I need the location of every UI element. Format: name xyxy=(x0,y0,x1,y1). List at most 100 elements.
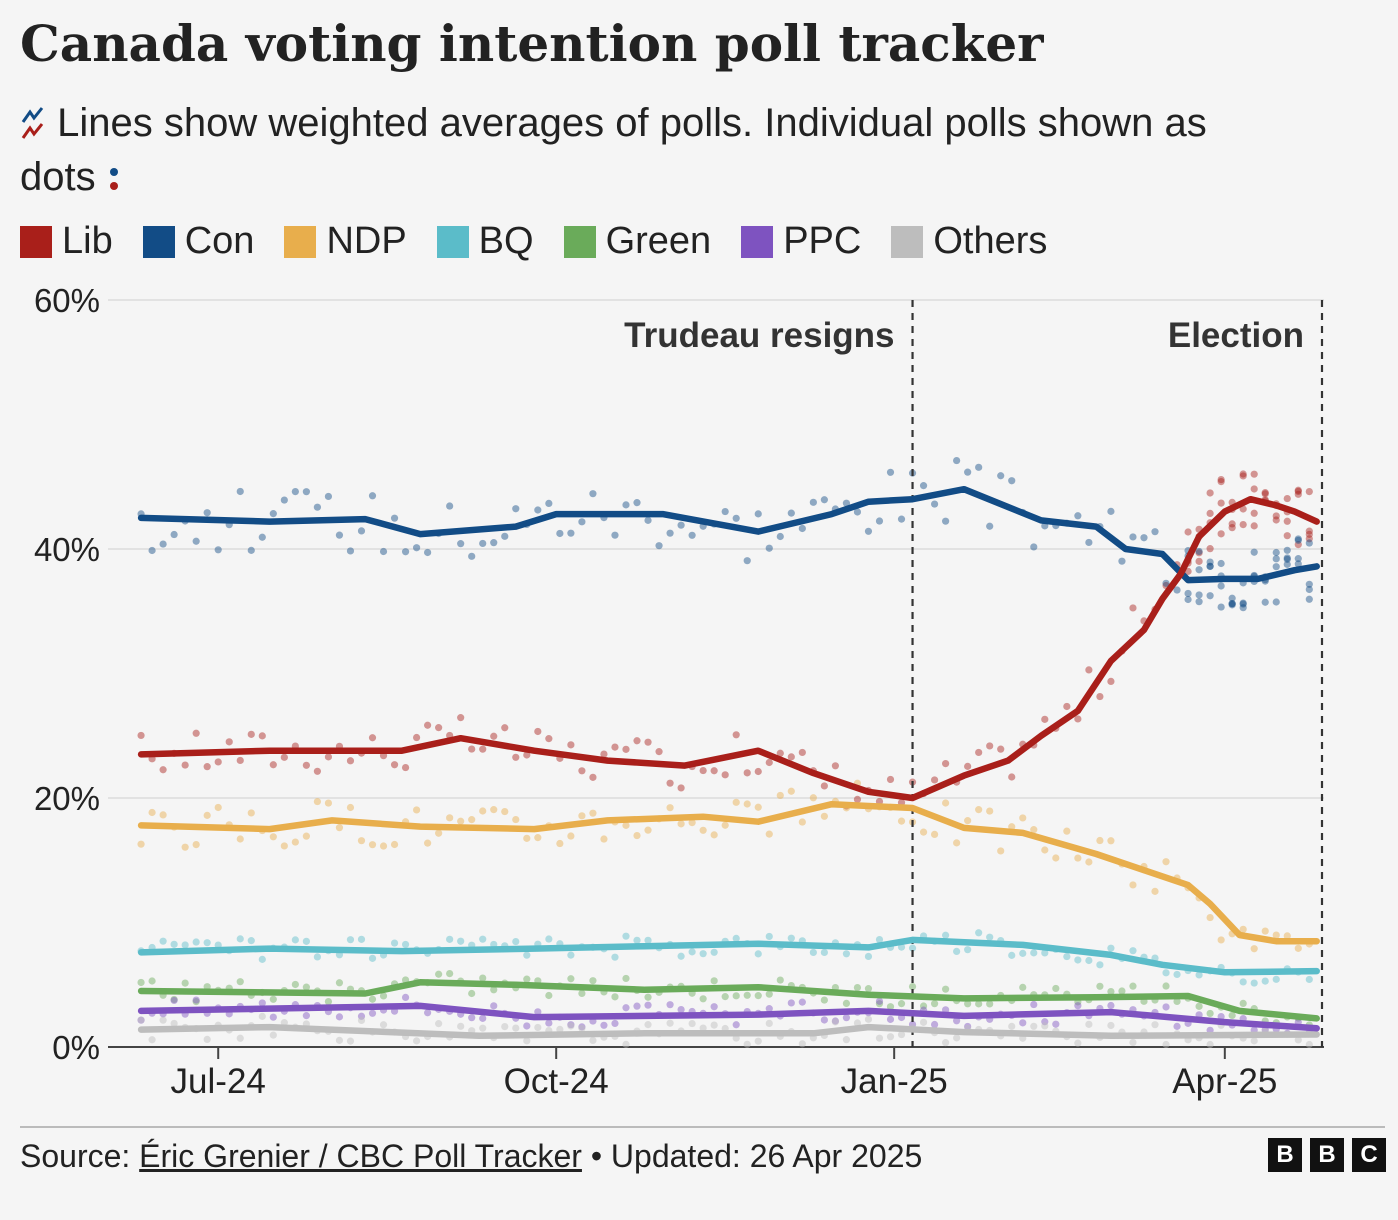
poll-dot xyxy=(148,546,156,555)
poll-dot xyxy=(368,995,377,1003)
poll-dot xyxy=(203,509,211,517)
poll-dot xyxy=(1294,487,1302,495)
poll-dot xyxy=(1030,826,1038,834)
poll-dot xyxy=(875,517,884,525)
poll-dot xyxy=(1195,547,1203,556)
poll-dot xyxy=(148,808,156,817)
poll-dot xyxy=(1085,666,1093,674)
source-prefix: Source: xyxy=(20,1138,140,1174)
poll-dot xyxy=(1085,956,1093,965)
poll-dot xyxy=(1239,604,1247,612)
poll-dot xyxy=(1162,1003,1170,1011)
poll-dot xyxy=(435,970,443,978)
poll-dot xyxy=(1305,580,1313,588)
poll-dot xyxy=(490,732,498,740)
poll-dot xyxy=(501,724,509,732)
poll-dot xyxy=(765,544,773,552)
poll-dot xyxy=(986,522,994,530)
poll-dot xyxy=(291,980,299,989)
poll-dot xyxy=(192,729,200,737)
poll-dot xyxy=(930,776,939,784)
poll-dot xyxy=(1162,969,1170,977)
poll-dot xyxy=(853,795,862,804)
poll-dot xyxy=(644,1001,652,1009)
poll-dot xyxy=(159,937,167,945)
poll-dot xyxy=(1184,595,1192,604)
poll-dot xyxy=(148,977,156,985)
chart-legend: Lib Con NDP BQ Green PPC Others xyxy=(20,220,1077,263)
legend-label-ndp: NDP xyxy=(326,220,407,262)
poll-dot xyxy=(435,724,443,732)
poll-dot xyxy=(1107,507,1115,515)
poll-dot xyxy=(886,775,895,784)
poll-dot xyxy=(324,753,333,761)
annotation-label: Trudeau resigns xyxy=(624,316,894,355)
poll-dot xyxy=(1217,475,1225,484)
poll-dot xyxy=(192,938,200,946)
legend-item-ppc: PPC xyxy=(741,220,861,263)
poll-dot xyxy=(357,1012,366,1020)
source-link[interactable]: Éric Grenier / CBC Poll Tracker xyxy=(139,1138,582,1174)
poll-dot xyxy=(1250,485,1258,493)
x-tick-label: Jan-25 xyxy=(841,1062,948,1101)
poll-dot xyxy=(534,727,542,736)
poll-dot xyxy=(302,761,310,769)
poll-dot xyxy=(523,951,531,959)
poll-dot xyxy=(776,791,784,800)
poll-dot xyxy=(953,947,961,956)
poll-dot xyxy=(1129,947,1137,955)
poll-dot xyxy=(1195,1002,1203,1010)
poll-dot xyxy=(534,1023,542,1032)
poll-dot xyxy=(1041,715,1049,723)
poll-dot xyxy=(732,1021,740,1029)
poll-dot xyxy=(269,833,277,841)
poll-dot xyxy=(798,998,806,1006)
poll-dot xyxy=(622,932,630,940)
legend-item-bq: BQ xyxy=(436,220,534,263)
poll-dot xyxy=(1206,562,1214,570)
poll-dot xyxy=(181,761,189,769)
poll-dot xyxy=(820,496,828,504)
poll-dot xyxy=(1206,1009,1214,1018)
poll-dot xyxy=(743,1040,751,1048)
poll-dot xyxy=(159,1016,167,1024)
poll-dot xyxy=(258,955,266,963)
poll-dot xyxy=(1041,1018,1049,1026)
poll-dot xyxy=(842,1036,851,1044)
poll-dot xyxy=(997,472,1005,480)
poll-dot xyxy=(1008,477,1016,485)
poll-dot xyxy=(1195,971,1203,979)
poll-dot xyxy=(1272,563,1280,571)
poll-dot xyxy=(578,1024,586,1032)
poll-dot xyxy=(1052,984,1060,993)
footer: Source: Éric Grenier / CBC Poll Tracker … xyxy=(20,1138,922,1175)
y-tick-label: 0% xyxy=(52,1029,100,1066)
poll-dot xyxy=(787,999,795,1007)
poll-dot xyxy=(1283,546,1291,554)
legend-swatch-bq xyxy=(436,225,469,258)
footer-divider xyxy=(20,1126,1385,1128)
poll-dot xyxy=(666,1001,674,1009)
poll-dot xyxy=(401,993,410,1002)
poll-dot xyxy=(203,811,211,819)
poll-dot xyxy=(1041,1022,1049,1030)
poll-dot xyxy=(1261,490,1269,498)
poll-dot xyxy=(490,1002,498,1010)
poll-dot xyxy=(1283,494,1291,503)
poll-dot xyxy=(379,842,388,850)
poll-dot xyxy=(236,935,244,943)
poll-dot xyxy=(512,815,520,824)
legend-swatch-ndp xyxy=(284,225,317,258)
poll-dot xyxy=(1206,913,1214,922)
bbc-logo: B B C xyxy=(1268,1138,1386,1172)
poll-dot xyxy=(335,1013,344,1021)
subtitle-text-b: dots xyxy=(20,155,96,199)
poll-dot xyxy=(732,731,740,739)
poll-dot xyxy=(666,779,674,787)
poll-dot xyxy=(1272,975,1280,983)
poll-dot xyxy=(710,977,718,985)
subtitle-text-a: Lines show weighted averages of polls. I… xyxy=(57,101,1207,145)
poll-dot xyxy=(997,745,1005,753)
poll-dot xyxy=(776,976,784,984)
poll-dot xyxy=(269,1031,277,1039)
